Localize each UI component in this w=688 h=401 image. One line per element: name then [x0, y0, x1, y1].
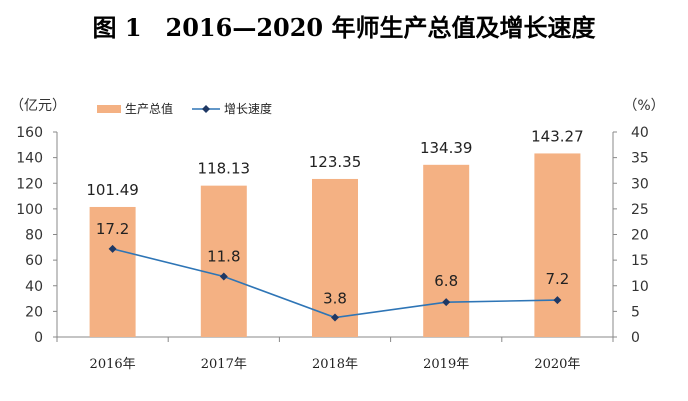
bar-2016年 [89, 206, 136, 337]
growth-point [331, 313, 339, 322]
legend-line-label: 增长速度 [224, 101, 272, 116]
right-tick-label: 20 [631, 228, 649, 244]
left-tick-label: 100 [16, 202, 43, 218]
x-tick-label: 2018年 [312, 357, 358, 372]
x-tick-label: 2019年 [423, 357, 469, 372]
growth-value-label: 3.8 [323, 290, 347, 308]
growth-point [553, 296, 562, 305]
left-tick-label: 40 [25, 279, 43, 295]
x-tick-label: 2017年 [201, 357, 247, 372]
bar-value-label: 143.27 [531, 127, 584, 145]
bar-2017年 [200, 185, 247, 337]
right-tick-label: 35 [631, 151, 649, 167]
right-tick-label: 15 [631, 253, 649, 269]
bar-2019年 [423, 164, 470, 337]
bar-value-label: 118.13 [198, 160, 251, 178]
right-tick-label: 25 [631, 202, 649, 218]
legend-bar-swatch [97, 105, 121, 113]
growth-value-label: 17.2 [96, 220, 129, 238]
growth-point [108, 244, 117, 253]
left-tick-label: 20 [25, 304, 43, 320]
growth-point [442, 298, 451, 307]
growth-value-label: 7.2 [545, 270, 569, 288]
right-tick-label: 40 [631, 125, 649, 141]
left-tick-label: 160 [16, 125, 43, 141]
left-axis-unit: （亿元） [10, 98, 66, 114]
left-tick-label: 60 [25, 253, 43, 269]
right-tick-label: 30 [631, 176, 649, 192]
data-labels: 101.49 118.13 123.35 134.39 143.27 17.2 11.8 3.… [86, 127, 583, 307]
growth-value-label: 6.8 [434, 272, 458, 290]
bar-value-label: 101.49 [86, 181, 139, 199]
legend: 生产总值 增长速度 [97, 101, 272, 116]
bar-value-label: 134.39 [420, 139, 473, 157]
legend-line-marker [202, 105, 210, 113]
legend-bar-label: 生产总值 [125, 101, 173, 116]
growth-value-label: 11.8 [207, 248, 240, 266]
growth-point [219, 272, 228, 281]
right-tick-label: 10 [631, 279, 649, 295]
growth-line [108, 244, 562, 322]
left-tick-label: 120 [16, 176, 43, 192]
left-tick-label: 140 [16, 151, 43, 167]
right-tick-label: 0 [631, 330, 640, 346]
axes: 0 20 40 60 80 100 120 140 160 0 5 10 15 20 25 30 35 40 201… [10, 98, 665, 372]
bars [89, 153, 581, 337]
x-tick-label: 2016年 [90, 357, 136, 372]
chart-title: 图 1 2016—2020 年师生产总值及增长速度 [92, 13, 596, 42]
right-tick-label: 5 [631, 304, 640, 320]
bar-value-label: 123.35 [309, 153, 362, 171]
left-tick-label: 0 [34, 330, 43, 346]
bar-2020年 [534, 153, 581, 337]
left-tick-label: 80 [25, 228, 43, 244]
bar-2018年 [312, 178, 358, 337]
right-axis-unit: （%） [623, 98, 664, 114]
x-tick-label: 2020年 [534, 357, 580, 372]
